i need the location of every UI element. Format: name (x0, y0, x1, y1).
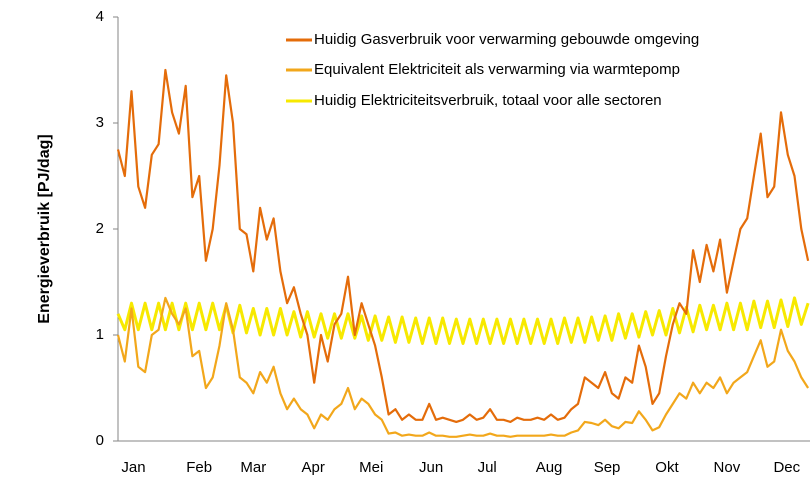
x-tick-label: Feb (186, 459, 212, 476)
x-tick-label: Dec (773, 459, 800, 476)
x-tick-label: Sep (594, 459, 621, 476)
x-tick-label: Jun (419, 459, 443, 476)
y-tick-label: 1 (96, 326, 104, 343)
series-line (116, 296, 810, 438)
y-tick-label: 4 (96, 8, 104, 25)
legend-label: Equivalent Elektriciteit als verwarming … (314, 61, 680, 78)
x-tick-label: Jul (478, 459, 497, 476)
x-tick-label: Mar (240, 459, 266, 476)
legend-label: Huidig Gasverbruik voor verwarming gebou… (314, 31, 699, 48)
y-axis-label: Energieverbruik [PJ/dag] (36, 134, 53, 323)
series-line (116, 68, 810, 423)
x-tick-label: Aug (536, 459, 563, 476)
x-tick-label: Jan (121, 459, 145, 476)
x-tick-label: Okt (655, 459, 679, 476)
y-tick-label: 0 (96, 432, 104, 449)
x-tick-label: Mei (359, 459, 383, 476)
x-tick-label: Apr (302, 459, 325, 476)
x-tick-label: Nov (714, 459, 741, 476)
legend-label: Huidig Elektriciteitsverbruik, totaal vo… (314, 92, 662, 109)
y-tick-label: 3 (96, 114, 104, 131)
y-tick-label: 2 (96, 220, 104, 237)
